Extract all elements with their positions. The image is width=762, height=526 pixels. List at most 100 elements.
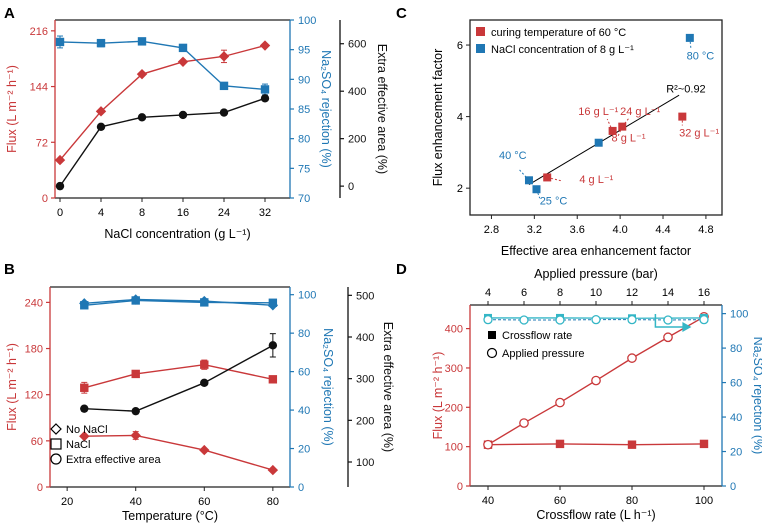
y-left-axis-tick-label: 72 (36, 137, 48, 149)
series-square-point (96, 38, 106, 48)
crossflow-flux-line (487, 443, 705, 446)
series-diamond-point (177, 56, 189, 67)
legend-label: No NaCl (66, 424, 108, 436)
legend-marker (50, 438, 62, 450)
crossflow-flux-point (555, 439, 565, 449)
y-left-axis-tick-label: 120 (25, 390, 43, 402)
chart-c: 2.8 3.2 3.6 4.0 4.4 4.8 2 4 6 Effective area enha… (431, 19, 723, 258)
series-square-point (200, 298, 209, 307)
x-tick-label: 40 (130, 496, 142, 508)
series-circle-point (260, 94, 270, 103)
x2-tick-label: 14 (662, 287, 674, 299)
y-right1-axis-tick-label: 80 (730, 343, 742, 355)
plot-frame (469, 19, 723, 216)
series-circle-point (268, 341, 278, 350)
point-label: 80 °C (687, 50, 715, 62)
pressure-flux-point (591, 375, 601, 386)
y-right2-axis-tick-label: 300 (356, 374, 374, 386)
series-circle-point (80, 404, 89, 413)
series-square-point (268, 375, 278, 384)
series-square-point (80, 301, 89, 310)
y-right1-axis-tick-label: 100 (298, 15, 316, 27)
series-square-line (84, 299, 273, 306)
pressure-rejection-point (663, 315, 673, 325)
y-tick-label: 2 (457, 183, 463, 195)
x-axis-label: Effective area enhancement factor (501, 244, 691, 258)
axis-arrow-head (682, 322, 692, 332)
y-right1-axis-tick-label: 60 (298, 367, 310, 379)
legend-label: NaCl concentration of 8 g L⁻¹ (491, 44, 634, 56)
panel-label-b: B (4, 261, 15, 278)
x-tick-label: 2.8 (484, 224, 499, 236)
y-left-axis-tick-label: 400 (445, 324, 463, 336)
point-label: 8 g L⁻¹ (612, 133, 646, 145)
y-left-axis-tick-label: 100 (445, 442, 463, 454)
x-tick-label: 80 (267, 496, 279, 508)
series-square-point (80, 383, 89, 392)
y-right2-axis-tick-label: 400 (356, 332, 374, 344)
leader-line (547, 176, 563, 182)
y-right1-label: Na₂SO₄ rejection (%) (321, 328, 335, 446)
series-diamond-point (199, 444, 210, 456)
series-square-point (260, 85, 270, 94)
y-right2-axis-tick-label: 0 (348, 181, 354, 193)
x-tick-label: 32 (259, 207, 271, 219)
y-left-axis-tick-label: 180 (25, 344, 43, 356)
x-tick-label: 60 (198, 496, 210, 508)
legend-marker (488, 331, 496, 339)
x-tick-label: 4.8 (698, 224, 713, 236)
x-tick-label: 80 (626, 495, 638, 507)
series-diamond-line (59, 44, 266, 161)
leader-line (621, 118, 630, 127)
data-point-red (678, 112, 687, 121)
series-square-point (200, 360, 209, 369)
series-square-point (131, 296, 140, 305)
fit-line (528, 94, 680, 186)
y-right1-axis-tick-label: 95 (298, 45, 310, 57)
series-diamond-point (136, 68, 148, 80)
y-left-axis-tick-label: 0 (457, 481, 463, 493)
y-right2-axis-tick-label: 500 (356, 290, 374, 302)
data-point-blue (532, 185, 541, 194)
legend-label: Extra effective area (66, 454, 161, 466)
chart-a: 0 4 8 16 24 32 NaCl concentration (g L⁻¹) 0 72 14… (5, 15, 389, 241)
y-left-axis-tick-label: 200 (445, 402, 463, 414)
series-square-point (219, 81, 229, 91)
y-left-axis-tick-label: 240 (25, 297, 43, 309)
pressure-rejection-point (555, 315, 565, 325)
x-tick-label: 16 (177, 207, 189, 219)
y-right2-axis-tick-label: 200 (356, 415, 374, 427)
series-square-point (178, 43, 188, 53)
series-circle-point (55, 181, 65, 191)
series-circle-line (84, 344, 274, 412)
y-left-axis-tick-label: 144 (30, 82, 48, 94)
x-tick-label: 100 (695, 495, 713, 507)
series-square-point (55, 37, 65, 47)
series-diamond-point (218, 51, 230, 62)
panel-label-d: D (396, 261, 407, 278)
y-right1-axis-tick-label: 70 (298, 193, 310, 205)
point-label: 40 °C (499, 150, 527, 162)
y-right1-label: Na₂SO₄ rejection (%) (751, 337, 762, 455)
series-square-point (268, 298, 278, 307)
y-tick-label: 4 (457, 112, 463, 124)
x-tick-label: 60 (554, 495, 566, 507)
chart-b: 20 40 60 80 Temperature (°C) 0 60 120 180 240 Flux… (5, 286, 395, 523)
pressure-rejection-point (699, 315, 709, 325)
series-circle-point (219, 108, 229, 117)
y-left-axis-tick-label: 0 (37, 482, 43, 494)
leader-line (517, 168, 530, 181)
x-axis-label: NaCl concentration (g L⁻¹) (104, 227, 250, 241)
x-tick-label: 4 (98, 207, 104, 219)
series-diamond-line (84, 434, 274, 471)
series-circle-point (178, 110, 188, 120)
x-tick-label: 20 (61, 496, 73, 508)
y-right1-axis-tick-label: 80 (298, 328, 310, 340)
x-tick-label: 4.4 (655, 224, 670, 236)
series-square-point (137, 37, 147, 46)
panel-label-c: C (396, 5, 407, 22)
series-square-point (131, 369, 140, 379)
x-tick-label: 8 (139, 207, 145, 219)
y-tick-label: 6 (457, 40, 463, 52)
